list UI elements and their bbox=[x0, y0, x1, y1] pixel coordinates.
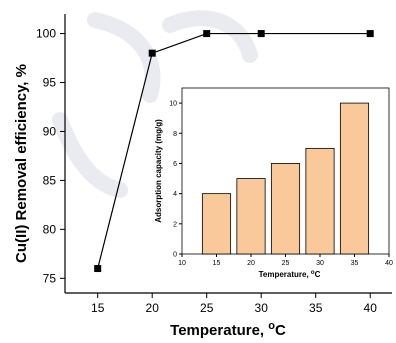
y-axis-label: Cu(II) Removal efficiency, % bbox=[13, 64, 30, 263]
x-tick-label: 35 bbox=[309, 301, 323, 315]
bar bbox=[339, 102, 370, 255]
inset-x-axis-label: Temperature, oC bbox=[259, 270, 321, 279]
bar bbox=[305, 147, 335, 255]
inset-y-tick-label: 2 bbox=[173, 221, 177, 228]
data-point bbox=[203, 30, 211, 38]
y-tick-label: 85 bbox=[43, 173, 57, 187]
x-axis-label: Temperature, oC bbox=[170, 320, 286, 339]
y-tick-label: 95 bbox=[43, 76, 57, 90]
x-tick-label: 30 bbox=[255, 301, 269, 315]
inset-x-tick-label: 25 bbox=[282, 260, 290, 267]
y-tick-label: 75 bbox=[43, 271, 57, 285]
data-point bbox=[94, 265, 102, 273]
data-point bbox=[148, 49, 156, 57]
inset-plot: 0 2 4 6 8 10 10 15 20 25 30 35 40 Temperature, oC Adso… bbox=[154, 87, 393, 279]
y-tick-label: 100 bbox=[36, 27, 56, 41]
inset-y-axis-label: Adsorption capacity (mg/g) bbox=[154, 119, 163, 223]
x-tick-label: 15 bbox=[91, 301, 105, 315]
inset-y-tick-label: 4 bbox=[173, 191, 177, 198]
inset-x-tick-label: 15 bbox=[213, 260, 221, 267]
x-tick-label: 40 bbox=[364, 301, 378, 315]
bar bbox=[201, 193, 232, 255]
inset-y-tick-label: 6 bbox=[173, 161, 177, 168]
x-tick-label: 20 bbox=[146, 301, 160, 315]
data-point bbox=[366, 30, 374, 38]
inset-y-tick-label: 10 bbox=[169, 101, 177, 108]
inset-y-tick-label: 8 bbox=[173, 131, 177, 138]
x-tick-label: 25 bbox=[200, 301, 214, 315]
y-tick-label: 80 bbox=[43, 222, 57, 236]
inset-x-tick-label: 10 bbox=[178, 260, 186, 267]
inset-x-tick-label: 20 bbox=[247, 260, 255, 267]
inset-y-tick-label: 0 bbox=[173, 252, 177, 259]
inset-x-tick-label: 40 bbox=[385, 260, 393, 267]
inset-x-tick-label: 30 bbox=[316, 260, 324, 267]
bar bbox=[270, 163, 301, 255]
data-point bbox=[257, 30, 265, 38]
inset-x-tick-label: 35 bbox=[351, 260, 359, 267]
y-tick-label: 90 bbox=[43, 124, 57, 138]
bar bbox=[236, 178, 266, 255]
